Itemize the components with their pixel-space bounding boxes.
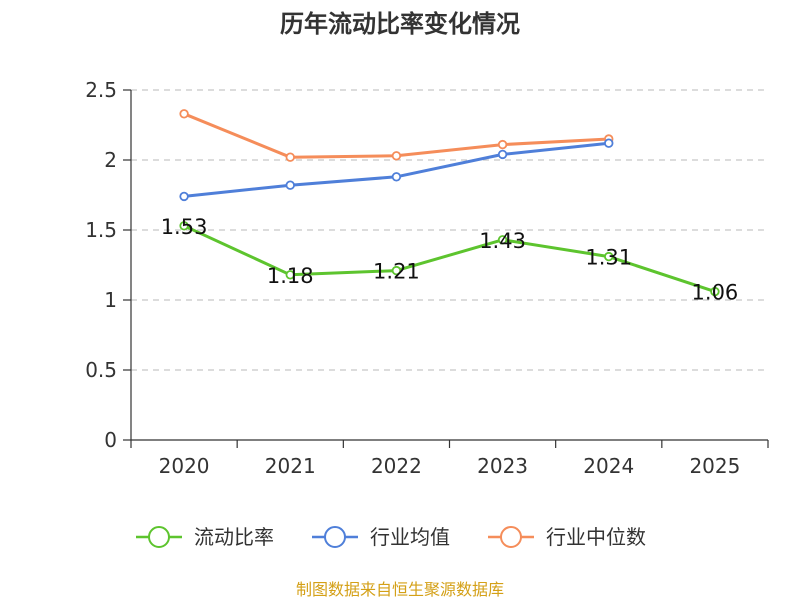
series-line [183,224,716,294]
data-point[interactable] [285,152,295,162]
data-point[interactable] [391,151,402,161]
data-point[interactable] [710,286,720,297]
x-tick-label: 2023 [477,454,528,478]
data-point[interactable] [391,265,402,276]
source-note: 制图数据来自恒生聚源数据库 [296,580,504,599]
data-point[interactable] [497,235,508,245]
data-point[interactable] [604,138,614,148]
y-tick-label: 0.5 [85,358,117,382]
data-point[interactable] [285,180,295,190]
series-group [179,109,720,297]
data-point[interactable] [604,251,614,262]
data-labels: 1.53 1.18 1.21 1.43 1.31 1.06 [161,215,739,305]
data-label: 1.53 [161,215,208,239]
x-tick-label: 2025 [689,454,740,478]
legend[interactable]: 流动比率 行业均值 行业中位数 [136,525,646,549]
y-tick-label: 0 [104,428,117,452]
data-label: 1.18 [267,264,314,288]
data-point[interactable] [179,109,189,119]
data-point[interactable] [285,270,295,280]
x-tick-label: 2022 [371,454,422,478]
data-label: 1.21 [373,260,420,284]
y-tick-label: 1 [104,288,117,312]
data-point[interactable] [179,221,189,231]
legend-marker-icon [500,526,522,548]
legend-label[interactable]: 行业中位数 [546,525,646,549]
grid-lines [131,89,768,371]
y-tick-label: 2 [104,148,117,172]
x-tick-label: 2021 [265,454,316,478]
y-tick-label: 1.5 [85,218,117,242]
legend-marker-icon [148,526,170,548]
chart-title: 历年流动比率变化情况 [280,10,520,38]
x-tick-label: 2024 [583,454,634,478]
data-label: 1.43 [479,229,526,253]
y-tick-label: 2.5 [85,78,117,102]
data-point[interactable] [497,139,508,150]
legend-label[interactable]: 行业均值 [370,525,450,549]
legend-label[interactable]: 流动比率 [194,525,274,549]
axes: 0 0.5 1 1.5 2 2.5 2020 2021 2022 2023 2024 2025 [85,78,769,478]
x-tick-label: 2020 [159,454,210,478]
data-label: 1.31 [585,246,632,270]
legend-marker-icon [324,526,346,548]
data-point[interactable] [497,149,508,160]
data-label: 1.06 [692,281,739,305]
data-point[interactable] [391,172,402,182]
data-point[interactable] [179,191,189,202]
